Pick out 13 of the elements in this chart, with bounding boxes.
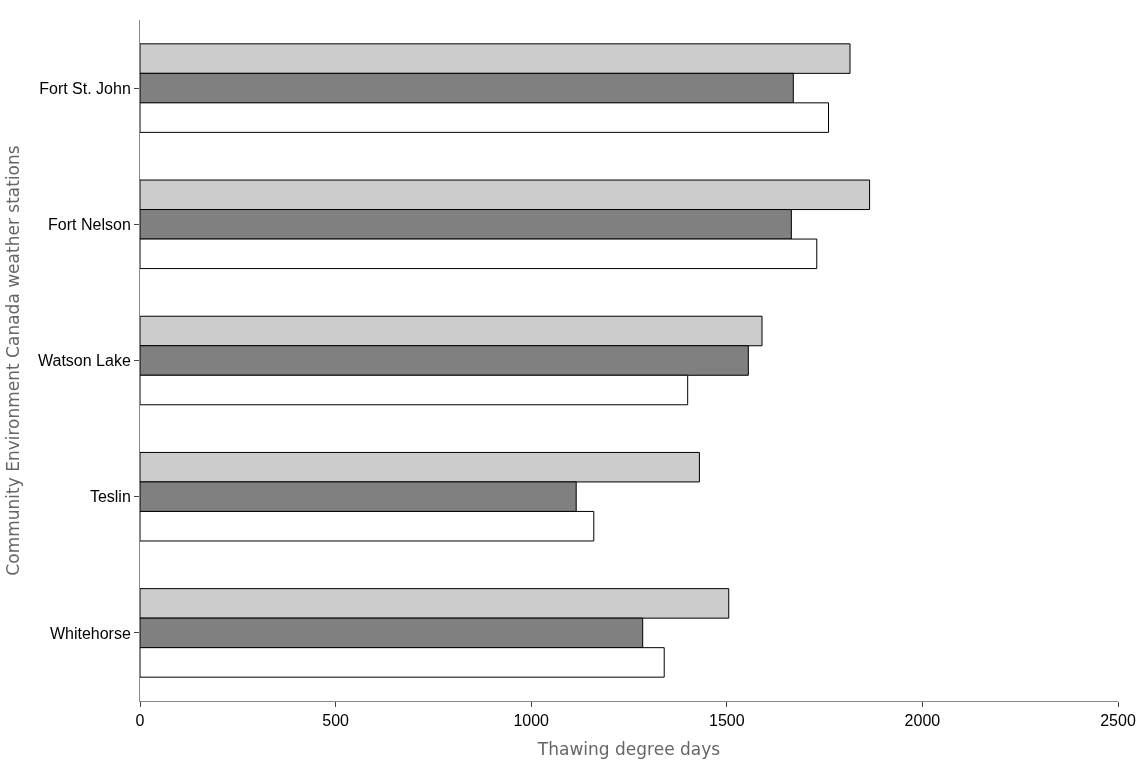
x-axis-title: Thawing degree days xyxy=(536,738,721,759)
y-tick-label: Fort Nelson xyxy=(48,215,131,233)
y-tick-label: Whitehorse xyxy=(49,624,131,642)
x-tick-label: 2000 xyxy=(904,712,941,730)
x-tick-label: 2500 xyxy=(1100,712,1136,730)
y-axis-title: Community Environment Canada weather stations xyxy=(2,145,23,576)
y-tick-label: Watson Lake xyxy=(38,352,131,370)
x-tick-label: 0 xyxy=(135,712,145,730)
y-tick-label: Fort St. John xyxy=(39,79,131,97)
x-tick-label: 1500 xyxy=(709,712,745,730)
x-tick-label: 500 xyxy=(322,712,350,730)
x-tick-label: 1000 xyxy=(513,712,550,730)
y-tick-label: Teslin xyxy=(89,488,131,506)
